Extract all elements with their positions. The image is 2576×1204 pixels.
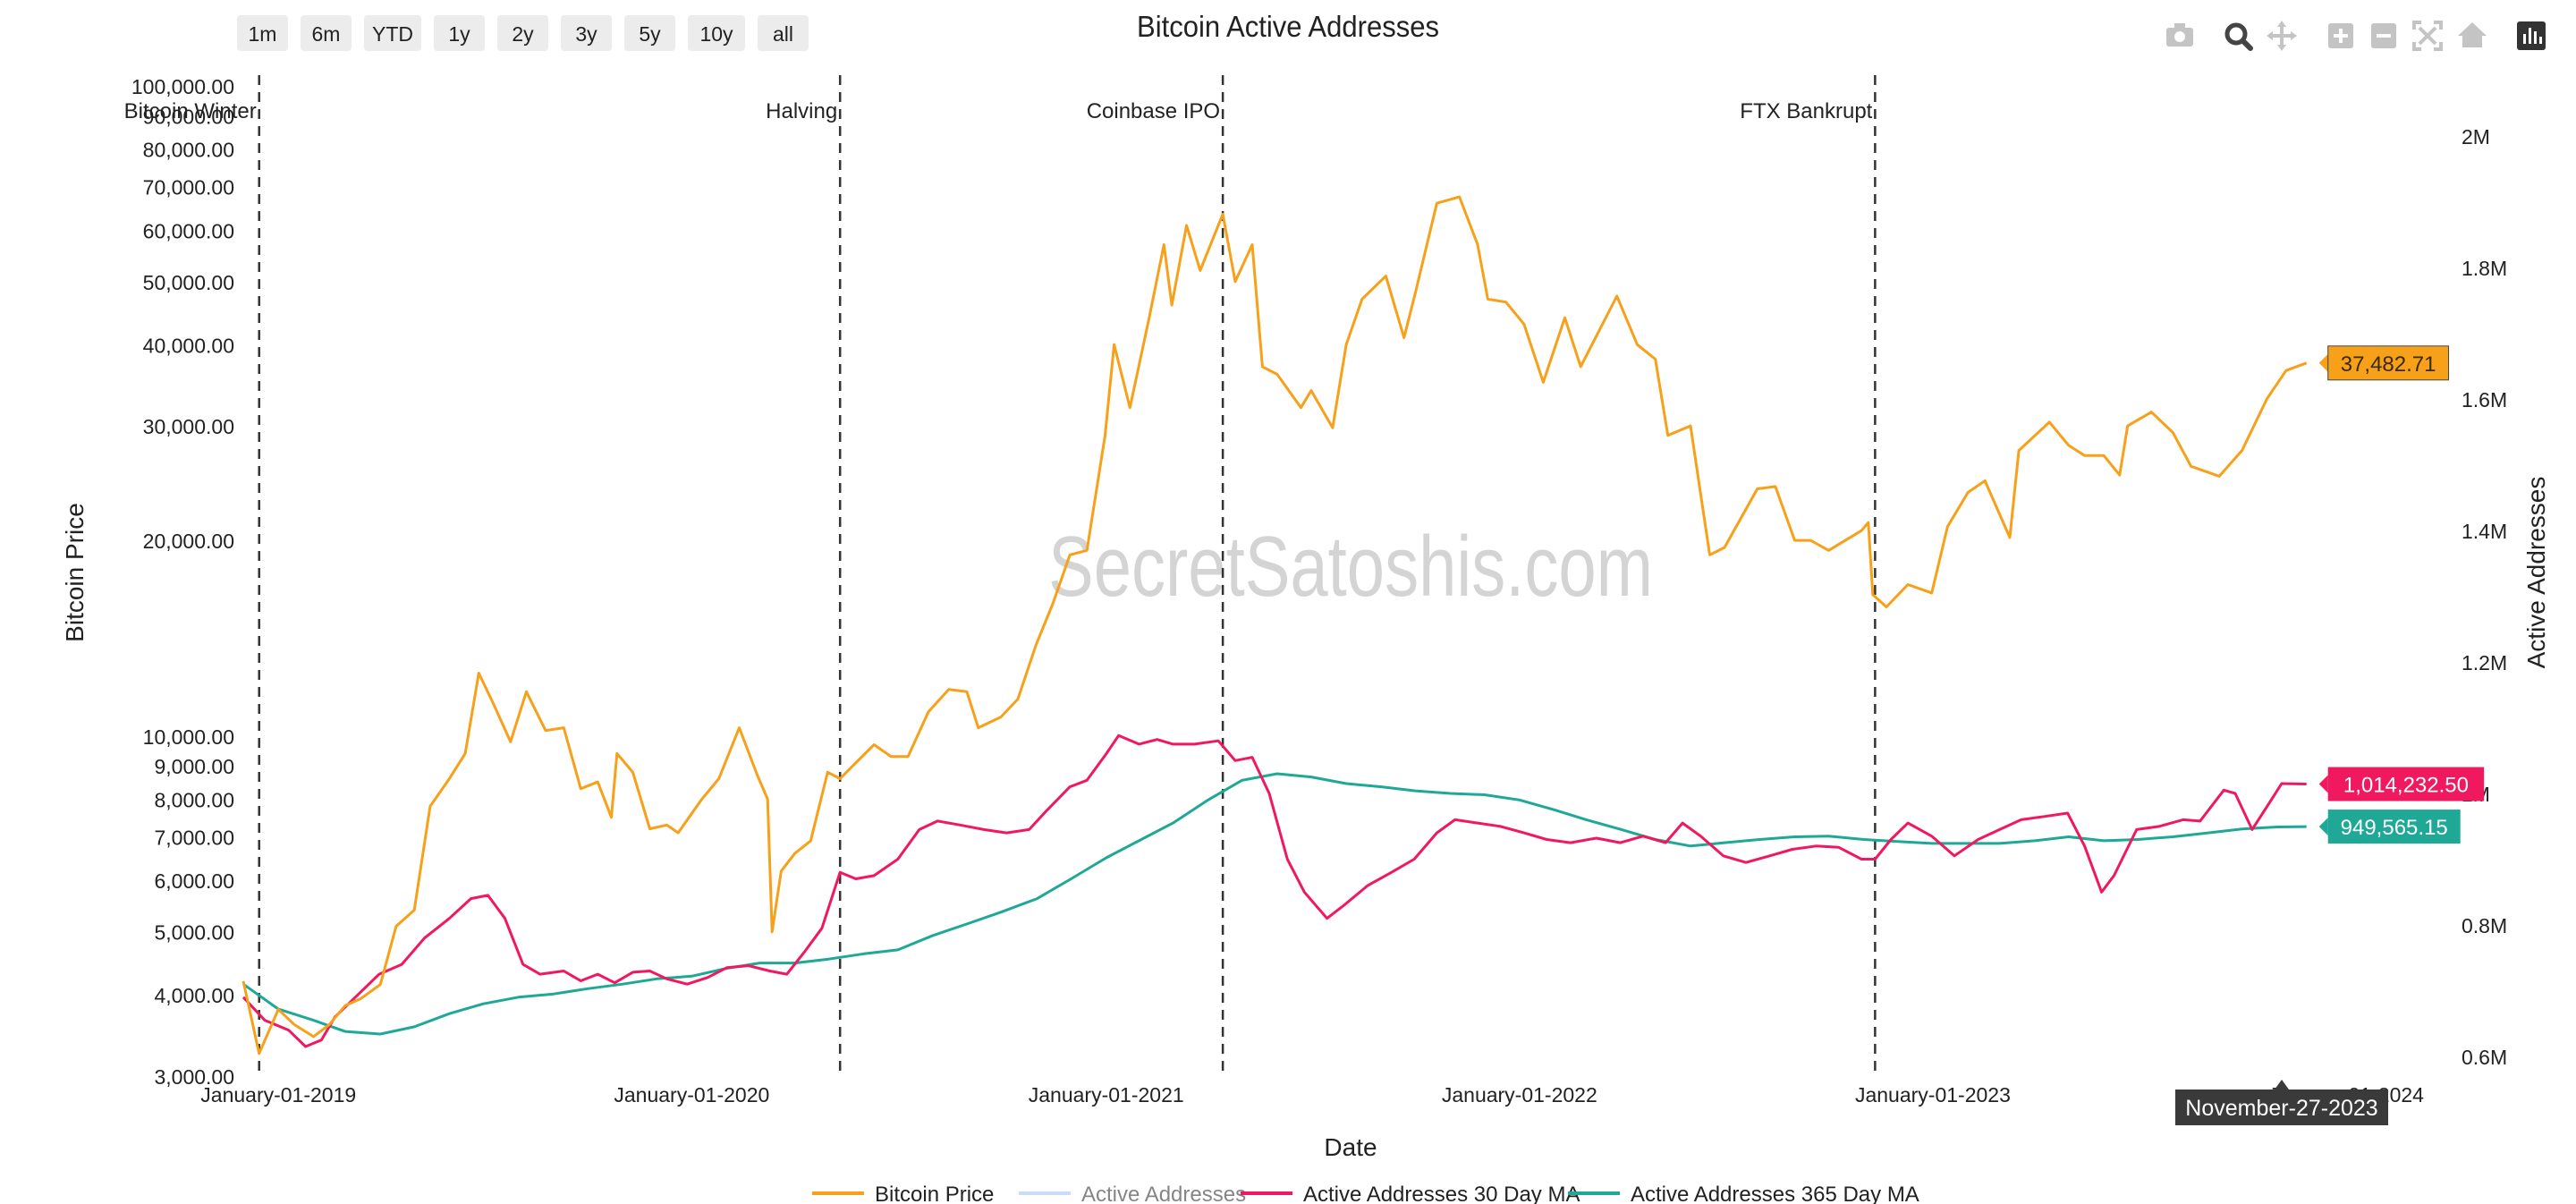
range-button-1y[interactable]: 1y <box>434 15 485 51</box>
y2-tick-label: 0.6M <box>2462 1046 2507 1069</box>
range-button-2y[interactable]: 2y <box>497 15 548 51</box>
legend: Bitcoin Price Active Addresses Active Addr… <box>812 1183 1919 1204</box>
range-button-10y[interactable]: 10y <box>688 15 745 51</box>
x-tick-label: January-01-2022 <box>1442 1083 1597 1106</box>
y-tick-label: 8,000.00 <box>154 788 234 811</box>
watermark: SecretSatoshis.com <box>1048 519 1653 615</box>
range-button-label: 5y <box>639 22 661 46</box>
range-button-label: all <box>773 22 793 46</box>
y-tick-label: 50,000.00 <box>143 271 234 294</box>
x-axis-title: Date <box>1324 1133 1377 1161</box>
y-tick-label: 6,000.00 <box>154 869 234 893</box>
y-tick-label: 60,000.00 <box>143 219 234 242</box>
legend-item-0[interactable]: Bitcoin Price <box>812 1183 994 1204</box>
x-axis: January-01-2019 January-01-2020 January-01… <box>200 1083 2424 1106</box>
modebar <box>2166 21 2546 51</box>
end-label-2: 1,014,232.50 <box>2318 767 2485 801</box>
range-button-label: 1m <box>249 22 277 46</box>
y2-tick-label: 1.2M <box>2462 651 2507 674</box>
event-markers: Bitcoin Winter Halving Coinbase IPO FTX Ban… <box>124 75 1877 1078</box>
zoom-in-icon[interactable] <box>2328 23 2353 48</box>
y2-tick-label: 1.8M <box>2462 257 2507 280</box>
y2-axis-title: Active Addresses <box>2522 477 2550 669</box>
camera-icon[interactable] <box>2166 23 2193 47</box>
range-button-label: 3y <box>575 22 597 46</box>
range-button-6m[interactable]: 6m <box>301 15 352 51</box>
range-button-label: 10y <box>699 22 733 46</box>
series-end-labels: 949,565.15 1,014,232.50 37,482.71 <box>2318 345 2485 844</box>
y2-tick-label: 2M <box>2462 125 2490 148</box>
y-axis: 3,000.00 4,000.00 5,000.00 6,000.00 7,000.00… <box>131 75 234 1089</box>
end-label-text: 37,482.71 <box>2341 352 2436 377</box>
x-tick-label: January-01-2020 <box>614 1083 769 1106</box>
y2-tick-label: 0.8M <box>2462 914 2507 937</box>
series-line-2 <box>242 733 2307 1048</box>
end-label-text: 1,014,232.50 <box>2343 774 2469 798</box>
zoom-icon[interactable] <box>2224 22 2253 51</box>
y-tick-label: 30,000.00 <box>143 415 234 438</box>
y-tick-label: 70,000.00 <box>143 176 234 199</box>
y-tick-label: 7,000.00 <box>154 827 234 850</box>
range-button-3y[interactable]: 3y <box>561 15 612 51</box>
zoom-out-icon[interactable] <box>2371 23 2396 48</box>
legend-item-1[interactable]: Active Addresses <box>1019 1183 1246 1204</box>
legend-label: Active Addresses 30 Day MA <box>1303 1183 1580 1204</box>
chart-title: Bitcoin Active Addresses <box>1137 10 1439 43</box>
y-tick-label: 10,000.00 <box>143 725 234 749</box>
series-lines <box>242 195 2308 1056</box>
range-button-label: YTD <box>372 22 413 46</box>
legend-label: Active Addresses 365 Day MA <box>1631 1183 1919 1204</box>
legend-item-3[interactable]: Active Addresses 365 Day MA <box>1568 1183 1919 1204</box>
event-label: Bitcoin Winter <box>124 99 257 123</box>
end-label-0: 37,482.71 <box>2318 345 2450 381</box>
y-tick-label: 4,000.00 <box>154 984 234 1007</box>
x-tick-label: January-01-2019 <box>200 1083 356 1106</box>
series-line-0 <box>242 195 2308 1056</box>
range-button-label: 2y <box>512 22 534 46</box>
legend-item-2[interactable]: Active Addresses 30 Day MA <box>1241 1183 1580 1204</box>
autoscale-icon[interactable] <box>2412 21 2443 51</box>
y-tick-label: 20,000.00 <box>143 530 234 553</box>
y-tick-label: 90,000.00 <box>143 105 234 128</box>
home-icon[interactable] <box>2458 22 2487 47</box>
range-button-label: 6m <box>312 22 341 46</box>
range-button-5y[interactable]: 5y <box>624 15 675 51</box>
y-tick-label: 3,000.00 <box>154 1065 234 1089</box>
event-label: FTX Bankrupt <box>1740 99 1872 123</box>
event-label: Halving <box>766 99 837 123</box>
hover-date: November-27-2023 <box>2185 1096 2377 1121</box>
plotly-logo-icon[interactable] <box>2517 21 2546 50</box>
legend-label: Active Addresses <box>1081 1183 1246 1204</box>
range-button-ytd[interactable]: YTD <box>364 15 421 51</box>
range-selector: 1m 6m YTD 1y 2y 3y 5y 10y all <box>237 15 809 51</box>
range-button-label: 1y <box>448 22 470 46</box>
y2-tick-label: 1.4M <box>2462 520 2507 543</box>
y-tick-label: 5,000.00 <box>154 921 234 945</box>
series-line-3 <box>242 772 2307 1036</box>
y-tick-label: 100,000.00 <box>131 75 234 98</box>
pan-icon[interactable] <box>2267 21 2297 51</box>
y-tick-label: 9,000.00 <box>154 755 234 778</box>
x-tick-label: January-01-2021 <box>1029 1083 1184 1106</box>
y-tick-label: 40,000.00 <box>143 334 234 357</box>
y2-tick-label: 1.6M <box>2462 388 2507 411</box>
event-label: Coinbase IPO <box>1087 99 1220 123</box>
legend-label: Bitcoin Price <box>875 1183 994 1204</box>
hover-label: November-27-2023 <box>2175 1080 2388 1125</box>
x-tick-label: January-01-2023 <box>1855 1083 2011 1106</box>
end-label-3: 949,565.15 <box>2318 810 2461 844</box>
range-button-1m[interactable]: 1m <box>237 15 288 51</box>
range-button-all[interactable]: all <box>758 15 809 51</box>
end-label-text: 949,565.15 <box>2341 816 2448 840</box>
y-axis-title: Bitcoin Price <box>61 503 89 642</box>
y-tick-label: 80,000.00 <box>143 138 234 161</box>
